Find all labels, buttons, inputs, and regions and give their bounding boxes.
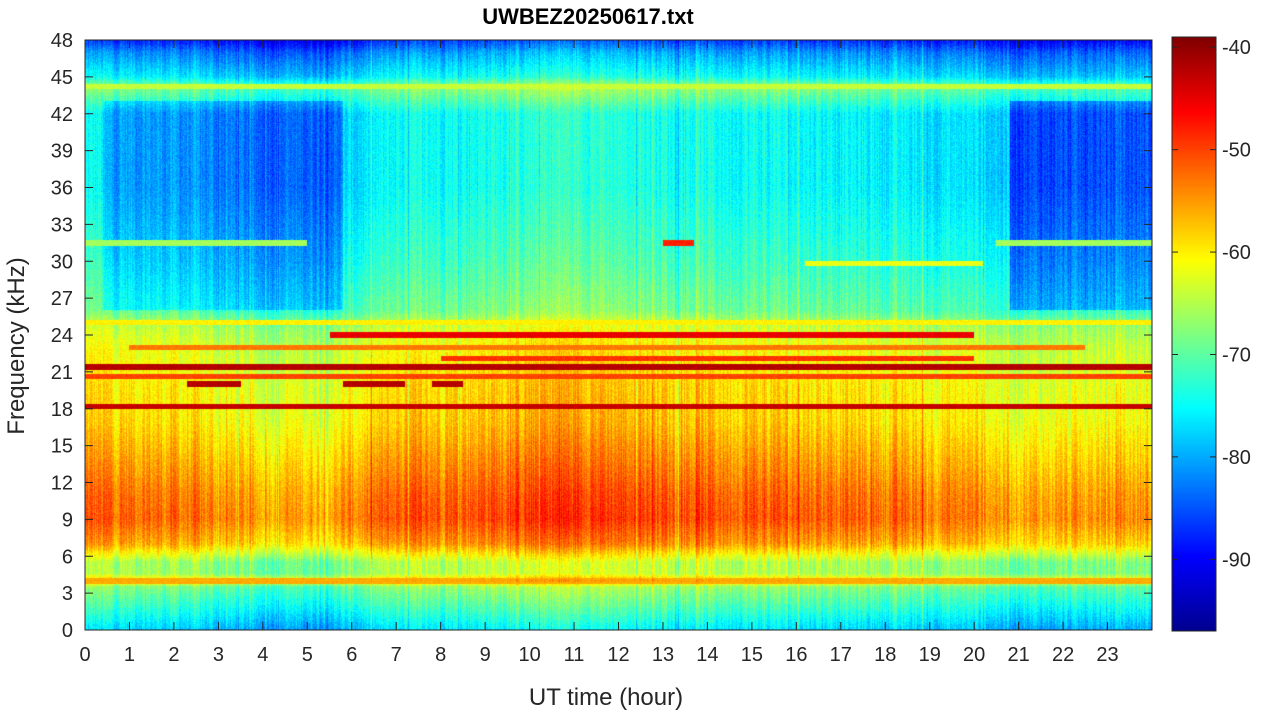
x-tick-label: 17 — [830, 644, 852, 666]
x-tick-label: 7 — [391, 644, 402, 666]
y-tick-label: 9 — [62, 509, 73, 531]
y-tick-label: 42 — [51, 104, 73, 126]
y-tick-label: 27 — [51, 288, 73, 310]
x-axis-label: UT time (hour) — [529, 684, 683, 711]
y-tick-label: 24 — [51, 325, 73, 347]
x-tick-label: 4 — [257, 644, 268, 666]
x-tick-label: 21 — [1008, 644, 1030, 666]
x-tick-label: 18 — [874, 644, 896, 666]
plot-area — [84, 39, 1153, 631]
x-tick-label: 9 — [480, 644, 491, 666]
y-tick-label: 45 — [51, 67, 73, 89]
y-tick-label: 36 — [51, 178, 73, 200]
y-tick-label: 0 — [62, 620, 73, 642]
x-tick-label: 23 — [1096, 644, 1118, 666]
x-tick-label: 6 — [346, 644, 357, 666]
y-tick-label: 39 — [51, 141, 73, 163]
chart-title: UWBEZ20250617.txt — [482, 4, 694, 29]
colorbar-gradient — [1172, 37, 1216, 631]
x-tick-label: 3 — [213, 644, 224, 666]
x-axis-ticks: 0 1 2 3 4 5 6 7 8 9 10 11 12 13 14 15 16 17 18 19 20 21 22 23 — [79, 40, 1119, 666]
x-tick-label: 12 — [607, 644, 629, 666]
colorbar: -90 -80 -70 -60 -50 -40 — [1171, 36, 1251, 632]
colorbar-ticks: -90 -80 -70 -60 -50 -40 — [1172, 37, 1251, 571]
x-tick-label: 20 — [963, 644, 985, 666]
x-tick-label: 0 — [79, 644, 90, 666]
x-tick-label: 1 — [124, 644, 135, 666]
colorbar-tick-label: -70 — [1222, 344, 1251, 366]
colorbar-tick-label: -90 — [1222, 549, 1251, 571]
colorbar-tick-label: -40 — [1222, 37, 1251, 59]
colorbar-tick-label: -50 — [1222, 140, 1251, 162]
y-tick-label: 15 — [51, 436, 73, 458]
y-tick-label: 18 — [51, 399, 73, 421]
x-tick-label: 19 — [919, 644, 941, 666]
x-tick-label: 16 — [785, 644, 807, 666]
y-tick-label: 12 — [51, 473, 73, 495]
colorbar-tick-label: -60 — [1222, 242, 1251, 264]
x-tick-label: 13 — [652, 644, 674, 666]
spectrogram-heatmap — [85, 40, 1152, 630]
y-tick-label: 3 — [62, 583, 73, 605]
x-tick-label: 11 — [564, 644, 585, 666]
x-tick-label: 2 — [168, 644, 179, 666]
y-tick-label: 21 — [51, 362, 73, 384]
x-tick-label: 8 — [435, 644, 446, 666]
x-tick-label: 15 — [741, 644, 763, 666]
x-tick-label: 10 — [518, 644, 540, 666]
y-tick-label: 30 — [51, 251, 73, 273]
x-tick-label: 14 — [696, 644, 718, 666]
y-axis-label: Frequency (kHz) — [3, 257, 30, 434]
y-tick-label: 48 — [51, 30, 73, 52]
x-tick-label: 5 — [302, 644, 313, 666]
y-tick-label: 6 — [62, 546, 73, 568]
colorbar-tick-label: -80 — [1222, 447, 1251, 469]
x-tick-label: 22 — [1052, 644, 1074, 666]
y-tick-label: 33 — [51, 214, 73, 236]
colorbar-frame — [1171, 36, 1217, 632]
